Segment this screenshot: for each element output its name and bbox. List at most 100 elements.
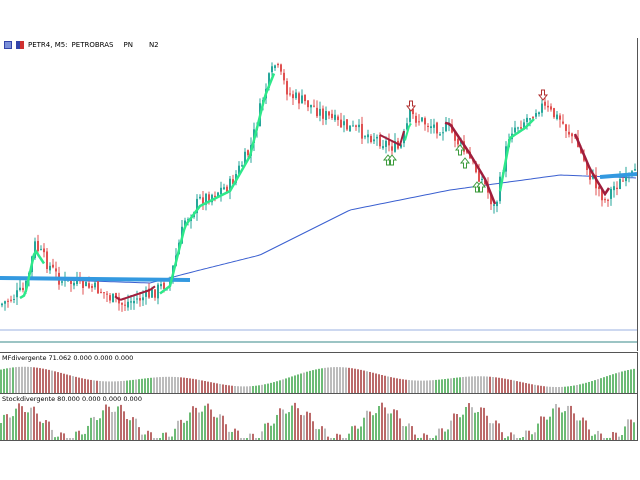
buy-arrow-icon bbox=[459, 157, 471, 169]
candle-body bbox=[493, 204, 495, 206]
candle-body bbox=[442, 132, 444, 134]
candle-body bbox=[316, 107, 318, 117]
candle-body bbox=[340, 119, 342, 128]
candle-body bbox=[208, 194, 210, 202]
candle-body bbox=[154, 289, 156, 298]
candle-body bbox=[571, 133, 573, 137]
candle-body bbox=[115, 293, 117, 298]
candle-body bbox=[109, 295, 111, 301]
candle-body bbox=[307, 100, 309, 108]
stoch-divergence-pane[interactable]: Stockdivergente 80.000 0.000 0.000 0.000 bbox=[0, 393, 638, 441]
symbol-type: PN bbox=[123, 41, 133, 49]
trend-line bbox=[498, 118, 535, 192]
candle-body bbox=[85, 281, 87, 287]
candle-body bbox=[7, 300, 9, 302]
candle-body bbox=[403, 131, 405, 144]
mf-indicator-label: MFdivergente 71.062 0.000 0.000 0.000 bbox=[2, 354, 134, 362]
candle-body bbox=[418, 121, 420, 123]
candle-body bbox=[151, 289, 153, 298]
flat-trend-line bbox=[599, 172, 637, 179]
candle-body bbox=[328, 111, 330, 116]
candle-body bbox=[223, 187, 225, 190]
candle-body bbox=[304, 94, 306, 102]
candle-body bbox=[424, 118, 426, 125]
candle-body bbox=[607, 199, 609, 201]
candle-body bbox=[295, 92, 297, 99]
candle-body bbox=[19, 287, 21, 291]
candle-body bbox=[514, 127, 516, 133]
candle-body bbox=[406, 123, 408, 130]
price-chart bbox=[0, 62, 637, 343]
candle-body bbox=[247, 150, 249, 156]
candle-body bbox=[433, 124, 435, 128]
candle-body bbox=[226, 186, 228, 192]
stoch-indicator-label: Stockdivergente 80.000 0.000 0.000 0.000 bbox=[2, 395, 142, 403]
candle-body bbox=[130, 301, 132, 303]
candle-body bbox=[139, 298, 141, 301]
candle-body bbox=[388, 140, 390, 146]
candle-body bbox=[292, 94, 294, 99]
candle-body bbox=[319, 108, 321, 116]
candle-body bbox=[211, 194, 213, 203]
candle-body bbox=[46, 251, 48, 270]
candle-body bbox=[331, 113, 333, 118]
mf-histogram bbox=[0, 366, 635, 393]
candle-body bbox=[10, 299, 12, 301]
candle-body bbox=[286, 81, 288, 95]
candle-body bbox=[88, 283, 90, 288]
candle-body bbox=[40, 248, 42, 250]
candle-body bbox=[121, 303, 123, 305]
candle-body bbox=[592, 174, 594, 179]
candle-body bbox=[337, 116, 339, 121]
mf-divergence-pane[interactable]: MFdivergente 71.062 0.000 0.000 0.000 bbox=[0, 352, 638, 393]
candle-body bbox=[568, 131, 570, 135]
candle-body bbox=[205, 193, 207, 205]
candle-body bbox=[436, 122, 438, 134]
candle-body bbox=[565, 124, 567, 131]
candle-body bbox=[526, 117, 528, 123]
candle-body bbox=[289, 93, 291, 95]
candle-body bbox=[97, 281, 99, 294]
candle-body bbox=[124, 304, 126, 306]
candle-body bbox=[427, 125, 429, 127]
candle-body bbox=[145, 290, 147, 297]
candle-body bbox=[76, 279, 78, 285]
candle-body bbox=[634, 169, 636, 171]
price-pane[interactable]: PETR4, M5: PETROBRAS PN N2 bbox=[0, 38, 638, 351]
trend-line bbox=[19, 249, 46, 300]
candle-body bbox=[238, 165, 240, 175]
candle-body bbox=[382, 146, 384, 149]
candle-body bbox=[478, 170, 480, 182]
candle-body bbox=[187, 219, 189, 221]
candle-body bbox=[376, 136, 378, 139]
candle-body bbox=[202, 197, 204, 205]
candle-body bbox=[625, 173, 627, 182]
candle-body bbox=[136, 298, 138, 300]
symbol-name: PETROBRAS bbox=[71, 41, 114, 49]
buy-arrow-icon bbox=[454, 144, 466, 156]
candle-body bbox=[520, 127, 522, 129]
trend-line bbox=[159, 73, 276, 295]
candle-body bbox=[475, 162, 477, 173]
candle-body bbox=[355, 125, 357, 127]
candle-body bbox=[232, 179, 234, 185]
candle-body bbox=[343, 121, 345, 126]
candle-body bbox=[244, 151, 246, 166]
candle-body bbox=[400, 144, 402, 148]
trend-line bbox=[444, 121, 497, 205]
candle-body bbox=[367, 134, 369, 138]
candle-body bbox=[34, 241, 36, 258]
candle-body bbox=[532, 116, 534, 119]
chart-window[interactable]: PETR4, M5: PETROBRAS PN N2 MFdivergente … bbox=[0, 38, 640, 441]
sell-arrow-icon bbox=[405, 100, 417, 112]
candle-body bbox=[106, 293, 108, 295]
candle-body bbox=[142, 297, 144, 301]
candle-body bbox=[325, 111, 327, 120]
candle-body bbox=[148, 288, 150, 298]
stoch-histogram bbox=[0, 402, 635, 440]
candle-body bbox=[4, 301, 6, 304]
candle-body bbox=[385, 140, 387, 147]
trend-line bbox=[379, 130, 405, 147]
candle-body bbox=[55, 268, 57, 272]
candle-body bbox=[157, 284, 159, 299]
